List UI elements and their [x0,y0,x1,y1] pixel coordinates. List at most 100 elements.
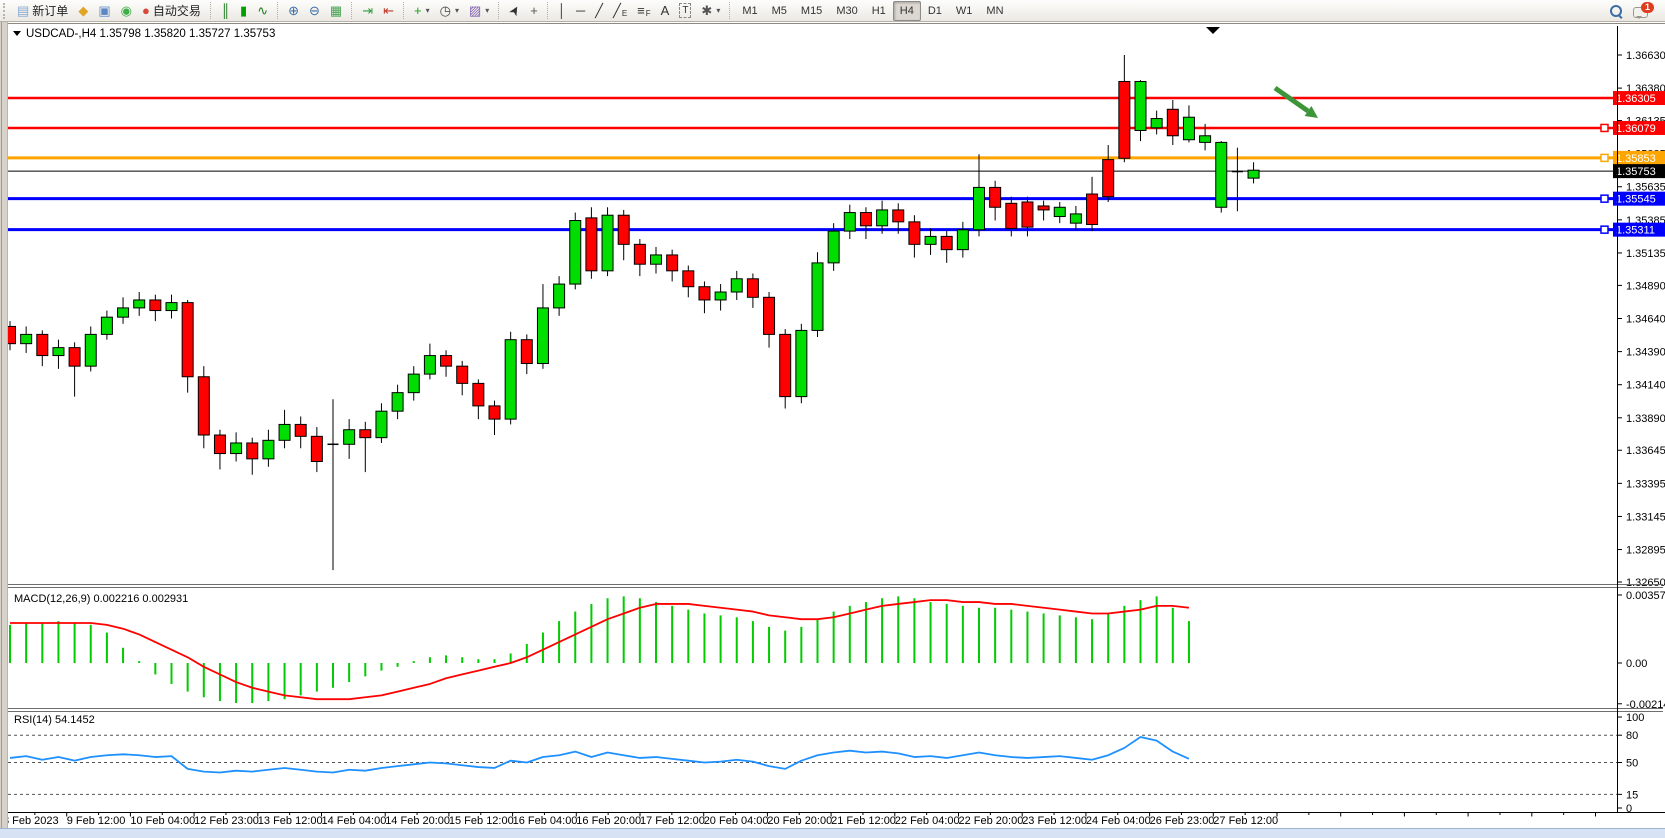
fibonacci-button[interactable]: ≡ F [632,0,655,22]
line-handle[interactable] [1600,153,1609,163]
zoom-out-button[interactable]: ⊖ [304,0,325,22]
zoom-out-icon: ⊖ [309,3,320,18]
rsi-axis-label: 50 [1626,758,1638,770]
arrows-button[interactable]: ✱ ▾ [696,0,725,22]
candlestick-chart-button[interactable]: ▮ [235,0,252,22]
rsi-axis-label: 80 [1626,730,1638,742]
candle-body [585,217,598,272]
candlestick-chart-icon: ▮ [240,3,248,18]
tile-windows-button[interactable]: ▦ [325,0,347,22]
toolbar-separator [546,2,549,19]
horizontal-line-icon: ─ [575,3,586,18]
rsi-label: RSI(14) 54.1452 [14,714,95,726]
timeframe-h4[interactable]: H4 [892,0,921,21]
auto-scroll-button[interactable]: ⇥ [357,0,378,22]
text-label-button[interactable]: T [674,0,696,22]
candle-body [1182,116,1195,141]
price-tag-label: 1.35311 [1616,225,1655,237]
price-tick-label: 1.34890 [1626,280,1665,292]
periods-dropdown-icon[interactable]: ▾ [454,6,459,15]
toolbar-separator [498,2,500,19]
toolbar-separator [351,2,353,19]
new-chart-button[interactable]: + ▾ [409,0,435,22]
search-lens [1610,4,1622,17]
cursor-button[interactable]: ➤ [504,0,525,22]
line-handle[interactable] [1600,225,1609,234]
crosshair-button[interactable]: + [525,0,543,22]
candle-body [746,278,759,298]
market-watch-button[interactable]: ▣ [93,0,115,22]
price-tick-label: 1.33145 [1626,511,1665,523]
horizontal-line-button[interactable]: ─ [571,0,590,22]
vertical-line-button[interactable]: │ [553,0,571,22]
candle-body [633,243,646,265]
bar-chart-button[interactable]: ║ [216,0,235,22]
time-axis-label: 22 Feb 04:00 [895,815,960,827]
candle-body [940,235,953,251]
templates-dropdown-icon[interactable]: ▾ [485,6,490,15]
candle-body [1102,159,1115,198]
time-axis-label: 24 Feb 04:00 [1086,815,1151,827]
chart-shift-marker-icon[interactable] [1206,27,1220,34]
price-tick-label: 1.33645 [1626,445,1665,457]
vertical-line-icon: │ [557,3,566,18]
timeframe-mn[interactable]: MN [986,4,1004,17]
periods-button[interactable]: ◷ ▾ [435,0,464,22]
new-order-icon: ▤ [17,3,30,18]
time-axis-label: 8 Feb 2023 [3,815,59,827]
timeframe-toolbar: M1 M5 M15 M30 H1 H4 D1 W1 MN [735,0,1010,21]
timeframe-m1[interactable]: M1 [742,4,758,17]
chart-shift-button[interactable]: ⇤ [378,0,399,22]
candle-body [989,186,1002,208]
price-tag-label: 1.36079 [1616,123,1656,135]
toolbar-separator [729,2,731,19]
window-left-border [0,22,8,838]
candle-body [795,329,808,398]
price-tag-label: 1.36305 [1616,93,1656,105]
candle-body [359,429,372,439]
line-handle[interactable] [1600,123,1609,133]
price-tag [1613,222,1665,237]
price-tick-label: 1.34140 [1626,380,1665,392]
candle-body [1021,201,1034,228]
trend-arrow-object[interactable] [1273,85,1310,114]
price-tick-label: 1.34390 [1626,347,1665,359]
candle-body [488,405,501,420]
candle-body [714,291,727,301]
chart-wizard-button[interactable]: ◆ [73,0,93,22]
icon-subscript: E [621,9,628,18]
autotrading-icon: ● [141,3,150,18]
timeframe-m5[interactable]: M5 [771,4,787,17]
candle-body [343,429,356,445]
zoom-in-button[interactable]: ⊕ [283,0,304,22]
autotrading-button[interactable]: ● 自动交易 [137,0,206,22]
notifications-icon[interactable]: 1 [1633,1,1654,19]
search-icon[interactable] [1609,4,1623,19]
candle-body [100,316,113,335]
templates-button[interactable]: ▨ ▾ [464,0,494,22]
text-button[interactable]: A [656,0,675,22]
new-chart-dropdown-icon[interactable]: ▾ [425,6,430,15]
signals-button[interactable]: ◉ [116,0,137,22]
timeframe-d1[interactable]: D1 [927,4,942,17]
arrows-dropdown-icon[interactable]: ▾ [716,6,721,15]
timeframe-m30[interactable]: M30 [836,4,858,17]
price-tick-label: 1.35635 [1626,182,1665,194]
market-watch-icon: ▣ [98,3,111,18]
equidistant-channel-button[interactable]: ╱ E [608,0,632,22]
price-tag-label: 1.35545 [1616,194,1656,206]
trend-arrow-head[interactable] [1304,106,1318,118]
line-chart-button[interactable]: ∿ [252,0,273,22]
candle-body [811,262,824,331]
timeframe-w1[interactable]: W1 [955,4,973,17]
line-handle[interactable] [1600,194,1609,203]
candle-body [310,435,323,462]
new-order-button[interactable]: ▤ 新订单 [12,0,73,22]
candle-body [973,186,985,231]
timeframe-h1[interactable]: H1 [871,4,886,17]
timeframe-m15[interactable]: M15 [800,4,823,17]
time-axis-label: 16 Feb 04:00 [513,815,578,827]
trendline-button[interactable]: ╱ [590,0,608,22]
collapse-triangle-icon[interactable] [13,31,21,36]
